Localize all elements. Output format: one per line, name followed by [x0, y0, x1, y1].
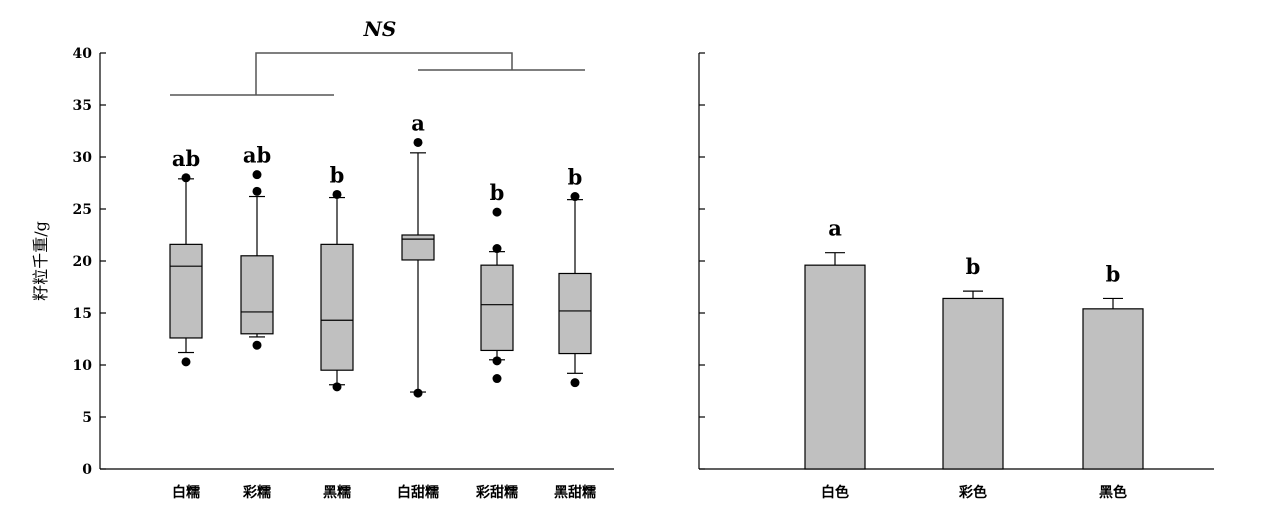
y-tick-label: 10 [73, 358, 93, 374]
significance-letter-right: a [828, 216, 842, 241]
ns-annotation: NS [363, 17, 397, 41]
box-rect [558, 272, 592, 355]
y-tick-label: 5 [82, 410, 92, 426]
box-item [240, 170, 274, 350]
significance-letter-right: b [1106, 261, 1121, 286]
boxes [169, 137, 592, 398]
bracket-connector [255, 52, 513, 95]
outlier-point [492, 244, 502, 254]
outlier-point [252, 170, 262, 180]
box-item [320, 189, 354, 392]
box-item [480, 207, 514, 384]
outlier-point [492, 207, 502, 217]
bars [804, 252, 1144, 470]
outlier-point [332, 382, 342, 392]
outlier-point [413, 388, 423, 398]
y-tick-label: 0 [82, 462, 92, 478]
category-label: 白糯 [172, 484, 200, 501]
bar-rect [1082, 308, 1144, 470]
outlier-point [570, 378, 580, 388]
outlier-point [252, 186, 262, 196]
comparison-brackets [170, 52, 585, 96]
box-rect [320, 243, 354, 371]
bar-item [942, 290, 1004, 470]
bar-chart-panel: 白色 彩色 黑色 a b b [698, 52, 1214, 501]
y-ticks-right [699, 52, 705, 470]
y-axis-label: 籽粒千重/g [31, 221, 50, 301]
significance-letter: ab [243, 143, 271, 168]
significance-letter: a [411, 110, 425, 135]
y-tick-label: 25 [73, 202, 92, 218]
outlier-point [492, 356, 502, 366]
category-label: 黑甜糯 [554, 484, 596, 501]
box-rect [169, 243, 203, 339]
y-tick-label: 20 [73, 254, 93, 270]
category-label: 彩糯 [242, 484, 271, 501]
bar-rect [942, 297, 1004, 470]
box-rect [240, 255, 274, 335]
y-tick-label: 30 [73, 150, 93, 166]
category-label-right: 白色 [821, 484, 849, 501]
bar-rect [804, 264, 866, 470]
outlier-point [332, 189, 342, 199]
significance-letters-right: a b b [828, 216, 1120, 287]
category-label-right: 彩色 [958, 484, 987, 501]
y-tick-label: 35 [73, 98, 92, 114]
outlier-point [181, 357, 191, 367]
significance-letter-right: b [966, 254, 981, 279]
bar-item [804, 252, 866, 470]
bar-item [1082, 297, 1144, 470]
outlier-point [492, 374, 502, 384]
outlier-point [570, 192, 580, 202]
box-item [169, 173, 203, 367]
category-label: 黑糯 [323, 484, 351, 501]
significance-letter: b [568, 165, 583, 190]
box-item [558, 192, 592, 388]
y-tick-label: 40 [73, 46, 93, 62]
box-rect [480, 264, 514, 352]
significance-letter: ab [172, 146, 200, 171]
category-label-right: 黑色 [1099, 484, 1127, 501]
significance-letter: b [490, 180, 505, 205]
category-labels: 白糯 彩糯 黑糯 白甜糯 彩甜糯 黑甜糯 [172, 484, 596, 501]
significance-letter: b [330, 162, 345, 187]
outlier-point [252, 340, 262, 350]
outlier-point [413, 137, 423, 147]
y-tick-label: 15 [73, 306, 92, 322]
box-item [401, 137, 435, 398]
outlier-point [181, 173, 191, 183]
y-ticks: 0 5 10 15 20 25 30 35 40 [73, 46, 106, 478]
category-labels-right: 白色 彩色 黑色 [821, 484, 1127, 501]
category-label: 彩甜糯 [475, 484, 518, 501]
category-label: 白甜糯 [397, 484, 439, 501]
